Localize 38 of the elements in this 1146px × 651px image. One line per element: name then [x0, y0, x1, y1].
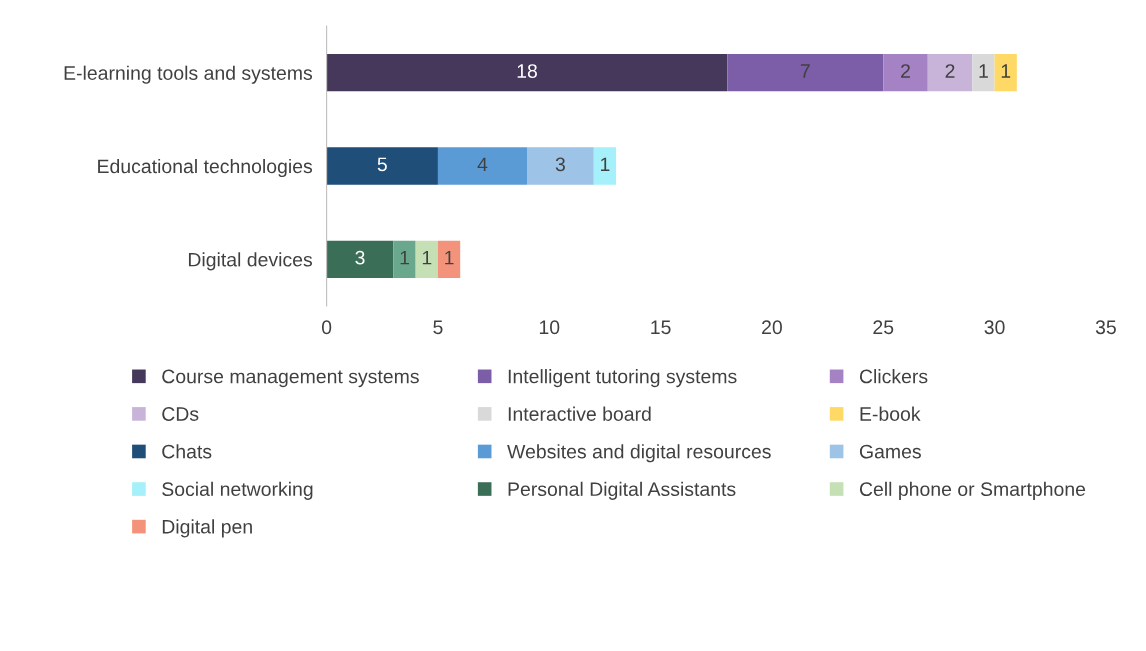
x-tick-label: 5 [433, 320, 443, 335]
data-label: 7 [800, 64, 810, 78]
x-tick-label: 10 [539, 320, 560, 335]
data-label: 1 [445, 250, 454, 265]
legend-label: CDs [162, 407, 199, 421]
legend-label: Digital pen [162, 519, 252, 538]
legend-label: Chats [162, 444, 212, 459]
legend-label: E-book [860, 406, 921, 421]
x-tick-label: 30 [984, 320, 1005, 335]
data-label: 4 [477, 157, 488, 172]
data-label: 1 [601, 157, 610, 172]
y-tick-label: Educational technologies [98, 158, 313, 178]
y-tick-label: Digital devices [188, 252, 313, 271]
legend-label: Personal Digital Assistants [508, 481, 736, 500]
x-tick-label: 20 [762, 320, 782, 335]
legend-label: Clickers [859, 369, 928, 384]
x-tick-label: 0 [321, 320, 332, 335]
data-label: 18 [517, 64, 537, 78]
x-tick-label: 15 [651, 320, 671, 335]
data-label: 1 [979, 64, 988, 78]
legend-label: Course management systems [162, 369, 419, 388]
x-tick-label: 25 [873, 320, 894, 335]
legend-label: Websites and digital resources [507, 444, 771, 463]
data-label: 5 [377, 157, 387, 172]
data-label: 2 [945, 64, 955, 78]
x-tick-label: 35 [1095, 320, 1116, 335]
data-label: 3 [555, 157, 565, 172]
y-tick-label: E-learning tools and systems [64, 65, 313, 84]
legend-label: Games [859, 444, 921, 459]
legend-label: Interactive board [508, 406, 651, 421]
data-label: 1 [1001, 64, 1011, 78]
legend-label: Intelligent tutoring systems [508, 369, 737, 388]
data-label: 3 [355, 250, 365, 265]
data-label: 2 [901, 64, 910, 78]
legend-label: Social networking [162, 481, 313, 500]
data-label: 1 [400, 250, 409, 265]
legend-label: Cell phone or Smartphone [859, 481, 1086, 500]
data-label: 1 [422, 250, 432, 265]
